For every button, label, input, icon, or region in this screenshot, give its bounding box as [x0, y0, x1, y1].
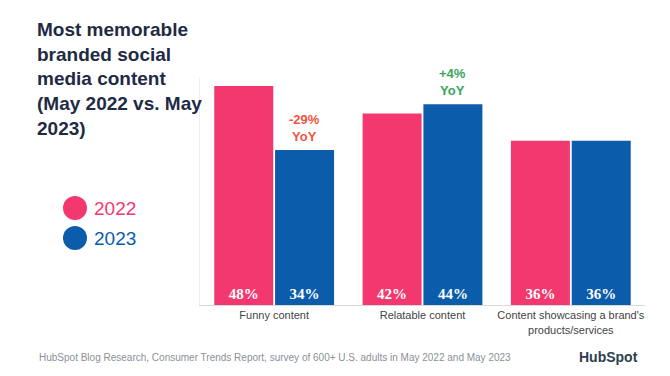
- svg-text:2022: 2022: [94, 198, 136, 219]
- svg-text:+4%YoY: +4%YoY: [439, 66, 466, 98]
- svg-text:42%: 42%: [377, 286, 407, 302]
- svg-text:34%: 34%: [290, 286, 320, 302]
- svg-text:48%: 48%: [229, 286, 259, 302]
- svg-text:Relatable content: Relatable content: [380, 309, 466, 321]
- svg-text:36%: 36%: [586, 286, 616, 302]
- svg-text:-29%YoY: -29%YoY: [289, 112, 320, 144]
- svg-text:44%: 44%: [438, 286, 468, 302]
- svg-text:HubSpot: HubSpot: [579, 349, 638, 365]
- svg-text:2023: 2023: [94, 228, 136, 249]
- svg-text:36%: 36%: [525, 286, 555, 302]
- svg-text:Funny content: Funny content: [239, 309, 309, 321]
- svg-text:HubSpot Blog Research, Consume: HubSpot Blog Research, Consumer Trends R…: [39, 352, 511, 363]
- svg-text:Most memorablebranded socialme: Most memorablebranded socialmedia conten…: [37, 19, 202, 139]
- svg-text:Content showcasing a brand'spr: Content showcasing a brand'sproducts/ser…: [497, 309, 645, 335]
